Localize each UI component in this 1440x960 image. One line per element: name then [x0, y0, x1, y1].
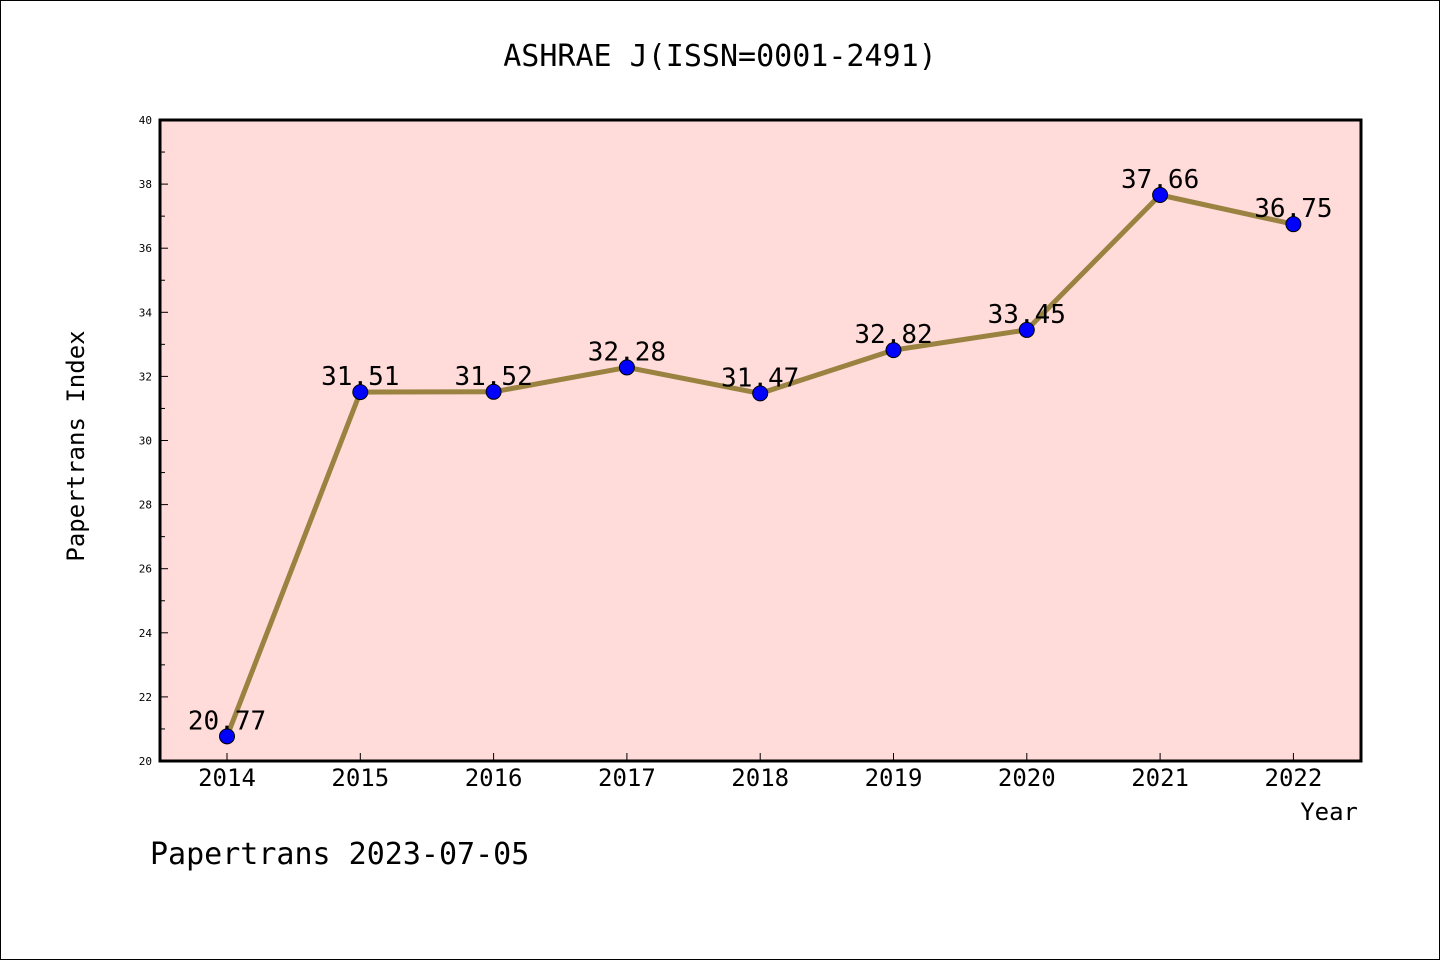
data-label: 31.52 [454, 362, 532, 392]
data-label: 33.45 [988, 300, 1066, 330]
x-axis-label: Year [1300, 798, 1358, 826]
data-point [485, 383, 502, 400]
y-tick-label: 36 [139, 242, 152, 255]
footer-text: Papertrans 2023-07-05 [150, 837, 529, 872]
y-tick-label: 22 [139, 691, 152, 704]
x-tick-label: 2021 [1131, 764, 1189, 792]
data-point [885, 342, 902, 359]
y-tick-label: 30 [139, 435, 152, 448]
y-tick-label: 26 [139, 563, 152, 576]
data-point [752, 385, 769, 402]
plot-border [158, 118, 1363, 763]
data-label: 32.28 [588, 337, 666, 367]
data-point [1285, 216, 1302, 233]
x-tick-label: 2016 [465, 764, 523, 792]
data-label: 31.47 [721, 363, 799, 393]
data-label: 32.82 [854, 320, 932, 350]
x-tick-label: 2015 [331, 764, 389, 792]
y-tick-label: 40 [139, 114, 152, 127]
x-tick-label: 2018 [731, 764, 789, 792]
data-point [352, 384, 369, 401]
x-tick-label: 2022 [1265, 764, 1323, 792]
plot-area [160, 120, 1361, 761]
x-tick-label: 2014 [198, 764, 256, 792]
y-axis-label: Papertrans Index [62, 330, 90, 561]
chart-title: ASHRAE J(ISSN=0001-2491) [503, 39, 936, 74]
x-tick-label: 2019 [865, 764, 923, 792]
data-label: 31.51 [321, 362, 399, 392]
x-tick-label: 2020 [998, 764, 1056, 792]
data-point [219, 728, 235, 745]
data-point [1018, 321, 1035, 338]
y-tick-label: 20 [139, 755, 152, 768]
x-tick-label: 2017 [598, 764, 656, 792]
y-tick-label: 24 [139, 627, 153, 640]
y-tick-label: 38 [139, 178, 152, 191]
data-point [618, 359, 635, 376]
y-tick-label: 32 [139, 370, 152, 383]
y-tick-label: 34 [139, 306, 153, 319]
data-label: 37.66 [1121, 165, 1199, 195]
data-point [1152, 186, 1169, 203]
data-label: 20.77 [188, 706, 266, 736]
data-label: 36.75 [1254, 194, 1332, 224]
y-tick-label: 28 [139, 499, 152, 512]
